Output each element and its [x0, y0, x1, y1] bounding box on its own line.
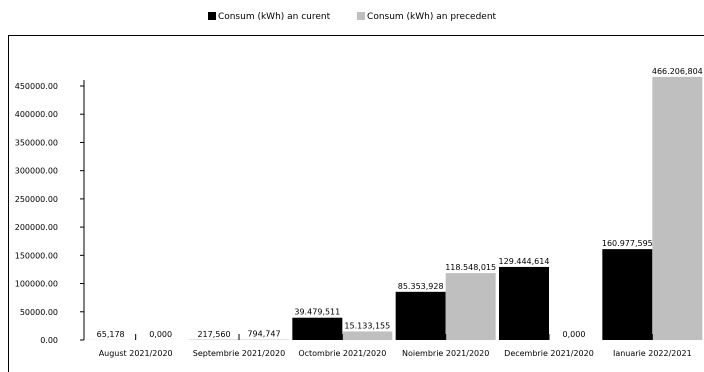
- y-tick-label: 350000.00: [15, 138, 58, 147]
- bar-current: [292, 317, 343, 340]
- x-category-label: August 2021/2020: [99, 349, 173, 358]
- x-category-label: Decembrie 2021/2020: [504, 349, 594, 358]
- y-tick-label: 300000.00: [15, 167, 58, 176]
- data-label-previous: 0,000: [149, 330, 172, 339]
- x-category-label: Septembrie 2021/2020: [193, 349, 285, 358]
- legend-label-current: Consum (kWh) an curent: [217, 12, 331, 22]
- data-label-current: 39.479,511: [294, 308, 340, 317]
- y-tick-label: 50000.00: [20, 308, 58, 317]
- data-label-previous: 466.206,804: [652, 67, 703, 76]
- data-label-previous: 118.548,015: [445, 263, 496, 272]
- legend-label-previous: Consum (kWh) an precedent: [367, 12, 497, 22]
- data-label-previous: 0,000: [563, 330, 586, 339]
- bar-current: [602, 249, 653, 340]
- bar-current: [395, 291, 446, 340]
- x-category-label: Noiembrie 2021/2020: [402, 349, 489, 358]
- bar-previous: [652, 76, 703, 340]
- legend-item-current: Consum (kWh) an curent: [207, 12, 331, 22]
- y-tick-label: 100000.00: [15, 280, 58, 289]
- data-label-current: 129.444,614: [499, 257, 550, 266]
- x-category-label: Ianuarie 2022/2021: [613, 349, 692, 358]
- bar-previous: [342, 331, 393, 340]
- legend-swatch-current: [207, 12, 216, 20]
- legend-swatch-previous: [357, 12, 366, 20]
- chart-frame: [8, 35, 704, 372]
- y-tick-label: 400000.00: [15, 110, 58, 119]
- x-category-label: Octombrie 2021/2020: [298, 349, 386, 358]
- data-label-current: 217,560: [197, 330, 230, 339]
- data-label-previous: 15.133,155: [344, 321, 390, 330]
- data-label-current: 65,178: [97, 330, 125, 339]
- y-tick-label: 150000.00: [15, 251, 58, 260]
- data-label-current: 85.353,928: [398, 282, 444, 291]
- y-tick-label: 0.00: [40, 336, 58, 345]
- chart-legend: Consum (kWh) an curent Consum (kWh) an p…: [0, 12, 704, 22]
- data-label-current: 160.977,595: [602, 239, 653, 248]
- y-tick-label: 450000.00: [15, 82, 58, 91]
- data-label-previous: 794,747: [247, 330, 280, 339]
- bar-previous: [445, 273, 496, 340]
- y-tick-label: 250000.00: [15, 195, 58, 204]
- y-tick-label: 200000.00: [15, 223, 58, 232]
- legend-item-previous: Consum (kWh) an precedent: [357, 12, 496, 22]
- bar-current: [499, 266, 549, 340]
